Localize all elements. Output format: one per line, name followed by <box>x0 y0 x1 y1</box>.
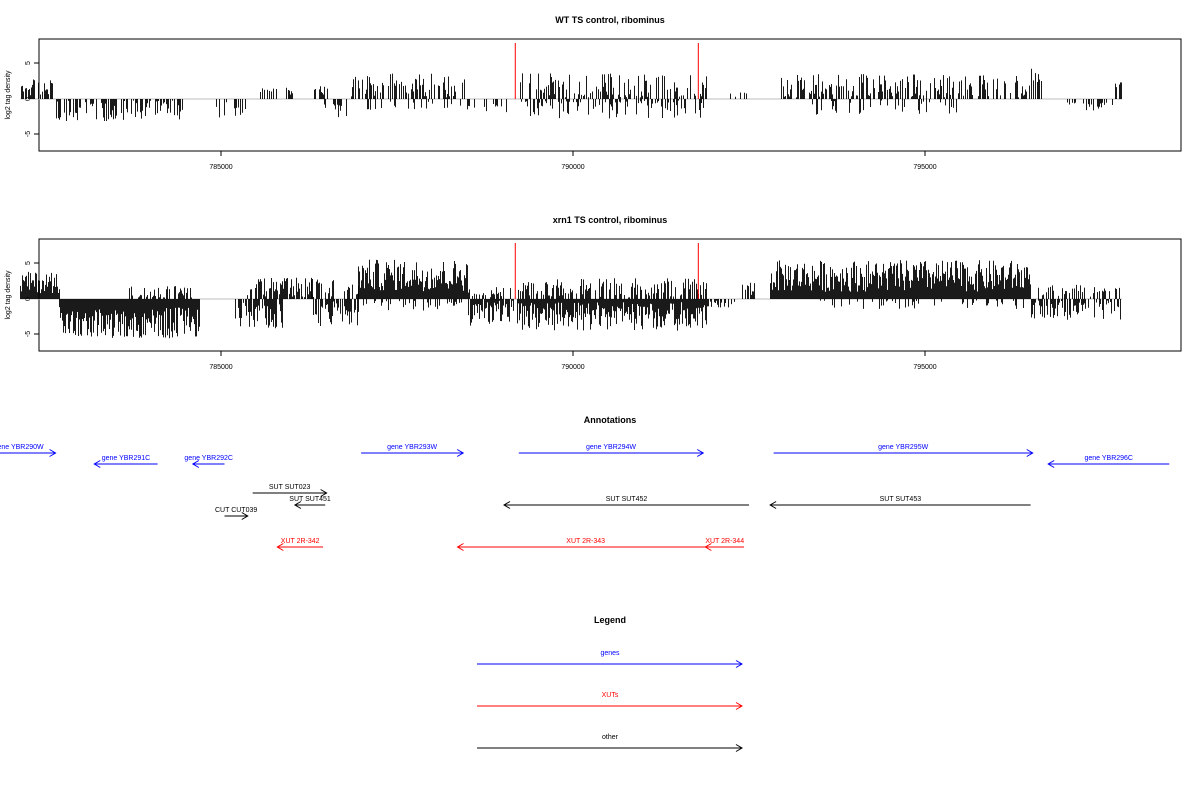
arrowhead <box>293 501 302 509</box>
feature-arrow <box>93 460 158 468</box>
arrowhead <box>735 702 743 710</box>
panel-title: xrn1 TS control, ribominus <box>553 215 668 225</box>
legend-label: genes <box>600 650 620 657</box>
feature-tracks: gene YBR290W gene YBR291C gene YBR292C gene… <box>0 444 1170 551</box>
y-axis-label: log2 tag density <box>5 70 12 120</box>
x-ticks: 785000 790000 795000 <box>209 151 937 171</box>
feature-arrow <box>1047 460 1170 468</box>
feature-label: gene YBR290W <box>0 444 44 451</box>
x-tick-label: 790000 <box>561 164 584 171</box>
y-tick-label: -5 <box>25 131 32 137</box>
feature-label: SUT SUT452 <box>606 496 648 503</box>
arrowhead <box>49 449 57 457</box>
feature-label: gene YBR293W <box>387 444 437 451</box>
feature-arrow <box>503 501 749 509</box>
feature-arrow <box>191 460 225 468</box>
arrowhead <box>456 449 465 457</box>
feature-label: XUT 2R-344 <box>705 538 744 545</box>
feature-label: gene YBR291C <box>102 455 151 462</box>
feature-label: gene YBR296C <box>1084 455 1133 462</box>
feature-arrow <box>769 501 1031 509</box>
feature-arrow <box>293 501 326 509</box>
arrowhead <box>93 460 101 468</box>
feature-arrow <box>518 449 705 457</box>
legend-label: XUTs <box>602 692 619 699</box>
arrowhead <box>769 501 777 509</box>
feature-label: SUT SUT451 <box>289 496 331 503</box>
feature-label: SUT SUT023 <box>269 484 311 491</box>
feature-arrow <box>773 449 1034 457</box>
arrowhead <box>735 660 743 668</box>
x-tick-label: 795000 <box>913 164 936 171</box>
y-tick-label: 5 <box>25 261 32 265</box>
feature-label: gene YBR292C <box>184 455 233 462</box>
panel-wt: WT TS control, ribominus log2 tag densit… <box>5 15 1182 171</box>
x-ticks: 785000 790000 795000 <box>209 351 937 371</box>
feature-label: CUT CUT039 <box>215 507 257 514</box>
legend-items: genes XUTs other <box>477 650 743 752</box>
arrowhead <box>191 460 200 468</box>
feature-label: XUT 2R-342 <box>281 538 320 545</box>
arrowhead <box>456 543 464 551</box>
arrowhead <box>704 543 712 551</box>
plot-frame <box>38 238 1182 352</box>
density-bars <box>20 43 1123 122</box>
feature-arrow <box>252 489 328 497</box>
legend-label: other <box>602 734 619 741</box>
feature-label: SUT SUT453 <box>880 496 922 503</box>
feature-arrow <box>704 543 745 551</box>
density-bars <box>20 243 1123 339</box>
y-axis-label: log2 tag density <box>5 270 12 320</box>
panel-title: WT TS control, ribominus <box>555 15 665 25</box>
feature-label: XUT 2R-343 <box>566 538 605 545</box>
feature-arrow <box>361 449 465 457</box>
plot-frame <box>38 38 1182 152</box>
legend-arrow <box>477 744 743 752</box>
arrowhead <box>241 512 249 520</box>
arrowhead <box>696 449 705 457</box>
feature-arrow <box>276 543 324 551</box>
legend-panel: Legend genes XUTs other <box>477 615 743 752</box>
panel-xrn1: xrn1 TS control, ribominus log2 tag dens… <box>5 215 1182 371</box>
feature-label: gene YBR294W <box>586 444 636 451</box>
x-tick-label: 790000 <box>561 364 584 371</box>
feature-arrow <box>224 512 249 520</box>
arrowhead <box>1026 449 1034 457</box>
x-tick-label: 785000 <box>209 164 232 171</box>
arrowhead <box>503 501 511 509</box>
arrowhead <box>320 489 328 497</box>
arrowhead <box>1047 460 1055 468</box>
annotations-title: Annotations <box>584 415 637 425</box>
feature-arrow <box>456 543 714 551</box>
legend-arrow <box>477 660 743 668</box>
legend-title: Legend <box>594 615 626 625</box>
arrowhead <box>735 744 743 752</box>
feature-label: gene YBR295W <box>878 444 928 451</box>
arrowhead <box>276 543 284 551</box>
x-tick-label: 795000 <box>913 364 936 371</box>
feature-arrow <box>0 449 57 457</box>
y-tick-label: -5 <box>25 331 32 337</box>
legend-arrow <box>477 702 743 710</box>
y-tick-label: 5 <box>25 61 32 65</box>
x-tick-label: 785000 <box>209 364 232 371</box>
